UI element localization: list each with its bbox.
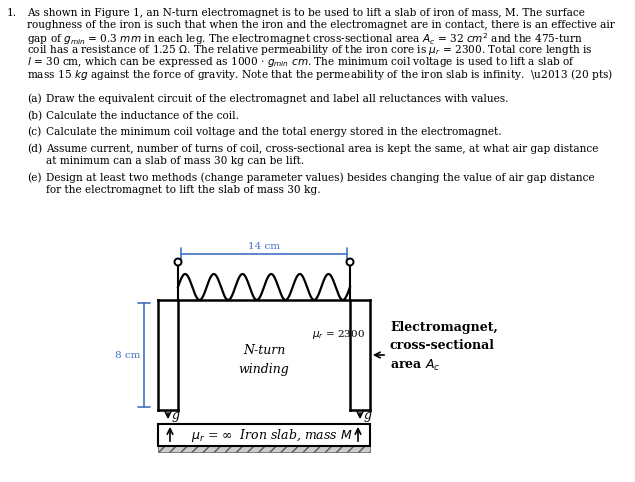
Text: (b): (b) <box>27 110 42 121</box>
Text: (c): (c) <box>27 127 41 138</box>
Text: Electromagnet,
cross-sectional
area $A_c$: Electromagnet, cross-sectional area $A_c… <box>390 321 498 373</box>
Text: 1.: 1. <box>7 8 17 18</box>
Bar <box>158 424 370 446</box>
Text: (a): (a) <box>27 94 42 104</box>
Text: Calculate the inductance of the coil.: Calculate the inductance of the coil. <box>46 110 239 120</box>
Text: (d): (d) <box>27 144 42 155</box>
Text: N-turn
winding: N-turn winding <box>239 344 290 376</box>
Text: mass 15 $kg$ against the force of gravity. Note that the permeability of the iro: mass 15 $kg$ against the force of gravit… <box>27 67 613 82</box>
Text: 8 cm: 8 cm <box>115 350 140 360</box>
Circle shape <box>175 258 182 266</box>
Text: coil has a resistance of 1.25 $\Omega$. The relative permeability of the iron co: coil has a resistance of 1.25 $\Omega$. … <box>27 43 592 57</box>
Text: g: g <box>364 410 372 423</box>
Text: $l$ = 30 cm, which can be expressed as 1000 $\cdot$ $g_{min}$ $cm$. The minimum : $l$ = 30 cm, which can be expressed as 1… <box>27 55 575 69</box>
Circle shape <box>347 258 354 266</box>
Text: As shown in Figure 1, an N-turn electromagnet is to be used to lift a slab of ir: As shown in Figure 1, an N-turn electrom… <box>27 8 585 18</box>
Text: for the electromagnet to lift the slab of mass 30 kg.: for the electromagnet to lift the slab o… <box>46 185 321 195</box>
Text: 14 cm: 14 cm <box>248 242 280 251</box>
Text: $\mu_r$ = ∞  Iron slab, mass $M$: $\mu_r$ = ∞ Iron slab, mass $M$ <box>191 427 353 443</box>
Text: roughness of the iron is such that when the iron and the electromagnet are in co: roughness of the iron is such that when … <box>27 20 615 30</box>
Text: at minimum can a slab of mass 30 kg can be lift.: at minimum can a slab of mass 30 kg can … <box>46 156 304 166</box>
Text: $\mu_r$ = 2300: $\mu_r$ = 2300 <box>312 328 365 341</box>
Text: Calculate the minimum coil voltage and the total energy stored in the electromag: Calculate the minimum coil voltage and t… <box>46 127 502 137</box>
Text: g: g <box>172 410 180 423</box>
Text: Design at least two methods (change parameter values) besides changing the value: Design at least two methods (change para… <box>46 173 594 183</box>
Text: Assume current, number of turns of coil, cross-sectional area is kept the same, : Assume current, number of turns of coil,… <box>46 144 598 154</box>
Bar <box>158 446 370 452</box>
Text: Draw the equivalent circuit of the electromagnet and label all reluctances with : Draw the equivalent circuit of the elect… <box>46 94 509 104</box>
Text: (e): (e) <box>27 173 41 183</box>
Text: gap of $g_{min}$ = 0.3 $mm$ in each leg. The electromagnet cross-sectional area : gap of $g_{min}$ = 0.3 $mm$ in each leg.… <box>27 32 582 47</box>
